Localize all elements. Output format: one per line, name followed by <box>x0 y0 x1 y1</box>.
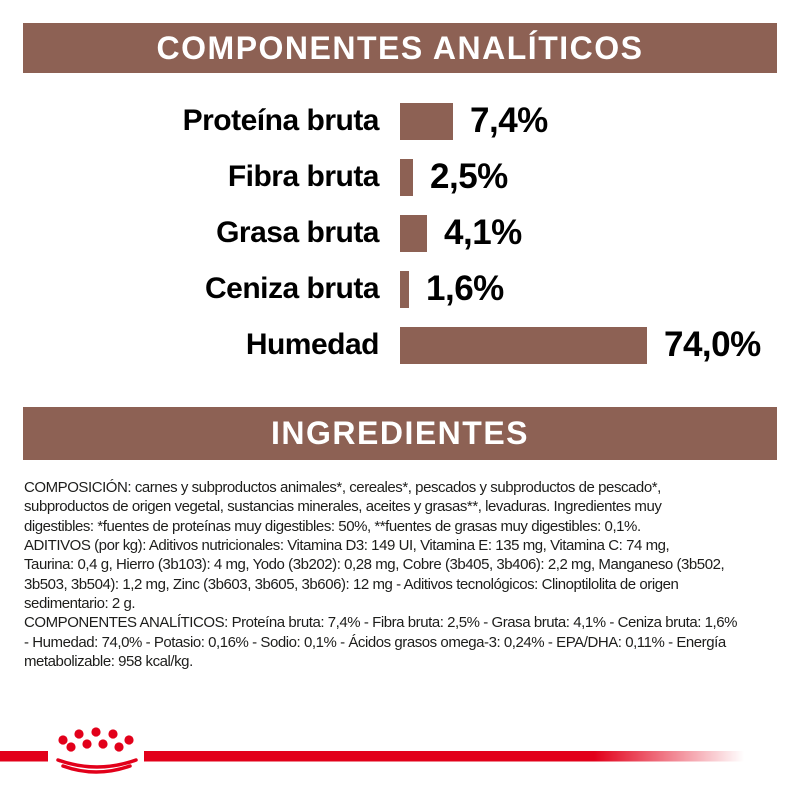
ingredients-text-block: COMPOSICIÓN: carnes y subproductos anima… <box>24 478 786 671</box>
chart-row-protein: Proteína bruta 7,4% <box>0 93 800 149</box>
chart-bar <box>400 326 647 364</box>
chart-bar <box>400 158 413 196</box>
chart-row-ash: Ceniza bruta 1,6% <box>0 261 800 317</box>
chart-row-fat: Grasa bruta 4,1% <box>0 205 800 261</box>
analytical-components-header: COMPONENTES ANALÍTICOS <box>23 23 777 73</box>
analytical-constituents-line: COMPONENTES ANALÍTICOS: Proteína bruta: … <box>24 614 738 632</box>
chart-category-label: Ceniza bruta <box>204 272 380 305</box>
chart-value-label: 4,1% <box>444 213 522 252</box>
additives-line: Taurina: 0,4 g, Hierro (3b103): 4 mg, Yo… <box>24 556 725 574</box>
additives-line: ADITIVOS (por kg): Aditivos nutricionale… <box>24 537 670 555</box>
chart-value-label: 2,5% <box>430 157 508 196</box>
chart-row-fibre: Fibra bruta 2,5% <box>0 149 800 205</box>
chart-category-label: Fibra bruta <box>227 160 380 193</box>
chart-value-label: 74,0% <box>664 325 761 364</box>
logo-left-bar <box>0 751 48 762</box>
chart-value-label: 1,6% <box>426 269 504 308</box>
composition-line: digestibles: *fuentes de proteínas muy d… <box>24 517 641 535</box>
analytical-components-bar-chart: Proteína bruta 7,4% Fibra bruta 2,5% Gra… <box>0 93 800 373</box>
chart-bar <box>400 270 409 308</box>
chart-category-label: Humedad <box>245 328 380 361</box>
additives-line: sedimentario: 2 g. <box>24 595 136 613</box>
additives-line: 3b503, 3b504): 1,2 mg, Zinc (3b603, 3b60… <box>24 575 679 593</box>
chart-bar <box>400 214 427 252</box>
ingredients-title: INGREDIENTES <box>270 415 530 451</box>
analytical-constituents-line: - Humedad: 74,0% - Potasio: 0,16% - Sodi… <box>24 633 726 651</box>
logo-right-bar <box>144 751 744 762</box>
chart-category-label: Proteína bruta <box>182 104 380 137</box>
chart-bar <box>400 102 453 140</box>
composition-line: subproductos de origen vegetal, sustanci… <box>24 498 662 516</box>
ingredients-header: INGREDIENTES <box>23 407 777 460</box>
royal-canin-logo <box>0 720 800 800</box>
chart-category-label: Grasa bruta <box>216 216 379 249</box>
chart-value-label: 7,4% <box>470 101 548 140</box>
composition-line: COMPOSICIÓN: carnes y subproductos anima… <box>24 479 661 496</box>
chart-row-moisture: Humedad 74,0% <box>0 317 800 373</box>
analytical-components-title: COMPONENTES ANALÍTICOS <box>156 29 644 66</box>
analytical-constituents-line: metabolizable: 958 kcal/kg. <box>24 653 193 671</box>
royal-canin-crown-icon <box>0 727 744 774</box>
